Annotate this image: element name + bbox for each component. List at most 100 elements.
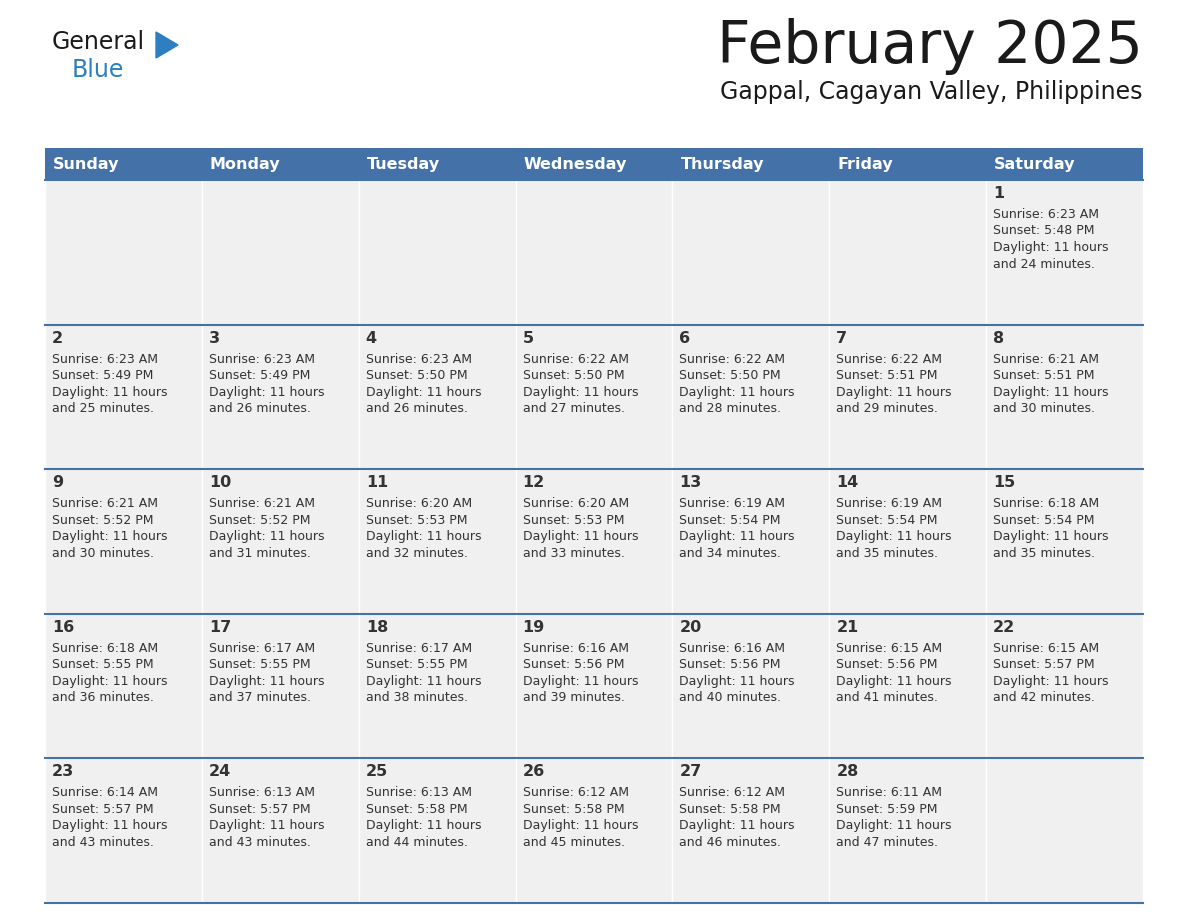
Text: Sunrise: 6:23 AM: Sunrise: 6:23 AM (993, 208, 1099, 221)
Text: Sunset: 5:58 PM: Sunset: 5:58 PM (366, 803, 467, 816)
Bar (359, 614, 516, 758)
Text: 28: 28 (836, 765, 859, 779)
Text: Sunrise: 6:16 AM: Sunrise: 6:16 AM (523, 642, 628, 655)
Text: Daylight: 11 hours: Daylight: 11 hours (836, 820, 952, 833)
Text: Wednesday: Wednesday (524, 156, 627, 172)
Bar (672, 758, 829, 903)
Text: Daylight: 11 hours: Daylight: 11 hours (366, 675, 481, 688)
Bar (359, 758, 516, 903)
Text: Sunset: 5:50 PM: Sunset: 5:50 PM (680, 369, 781, 382)
Bar (202, 614, 359, 758)
Text: Sunset: 5:51 PM: Sunset: 5:51 PM (836, 369, 937, 382)
Text: Sunset: 5:57 PM: Sunset: 5:57 PM (993, 658, 1095, 671)
Text: Sunrise: 6:20 AM: Sunrise: 6:20 AM (523, 498, 628, 510)
Text: and 26 minutes.: and 26 minutes. (366, 402, 468, 415)
Text: and 30 minutes.: and 30 minutes. (52, 547, 154, 560)
Text: 23: 23 (52, 765, 74, 779)
Text: Sunrise: 6:13 AM: Sunrise: 6:13 AM (366, 787, 472, 800)
Text: Sunrise: 6:22 AM: Sunrise: 6:22 AM (680, 353, 785, 365)
Text: Daylight: 11 hours: Daylight: 11 hours (209, 675, 324, 688)
Text: and 41 minutes.: and 41 minutes. (836, 691, 939, 704)
Text: Sunrise: 6:17 AM: Sunrise: 6:17 AM (209, 642, 315, 655)
Text: 17: 17 (209, 620, 232, 635)
Text: Daylight: 11 hours: Daylight: 11 hours (680, 675, 795, 688)
Text: 11: 11 (366, 476, 388, 490)
Text: Sunset: 5:56 PM: Sunset: 5:56 PM (680, 658, 781, 671)
Text: 8: 8 (993, 330, 1004, 345)
Bar (359, 325, 516, 469)
Bar (986, 614, 1143, 758)
Bar (359, 180, 516, 325)
Text: and 31 minutes.: and 31 minutes. (209, 547, 311, 560)
Text: Sunrise: 6:12 AM: Sunrise: 6:12 AM (523, 787, 628, 800)
Text: Sunset: 5:56 PM: Sunset: 5:56 PM (523, 658, 624, 671)
Text: Sunset: 5:53 PM: Sunset: 5:53 PM (366, 514, 467, 527)
Text: Daylight: 11 hours: Daylight: 11 hours (680, 820, 795, 833)
Text: General: General (52, 30, 145, 54)
Text: Sunset: 5:55 PM: Sunset: 5:55 PM (52, 658, 153, 671)
Text: 27: 27 (680, 765, 702, 779)
Text: Daylight: 11 hours: Daylight: 11 hours (523, 675, 638, 688)
Text: Daylight: 11 hours: Daylight: 11 hours (993, 386, 1108, 398)
Text: Daylight: 11 hours: Daylight: 11 hours (366, 531, 481, 543)
Text: Sunrise: 6:22 AM: Sunrise: 6:22 AM (836, 353, 942, 365)
Text: Sunset: 5:51 PM: Sunset: 5:51 PM (993, 369, 1094, 382)
Text: Sunset: 5:55 PM: Sunset: 5:55 PM (209, 658, 310, 671)
Text: Daylight: 11 hours: Daylight: 11 hours (52, 675, 168, 688)
Text: 10: 10 (209, 476, 232, 490)
Text: Sunrise: 6:23 AM: Sunrise: 6:23 AM (209, 353, 315, 365)
Text: Sunrise: 6:17 AM: Sunrise: 6:17 AM (366, 642, 472, 655)
Text: Sunset: 5:48 PM: Sunset: 5:48 PM (993, 225, 1094, 238)
Bar (986, 180, 1143, 325)
Bar (516, 180, 672, 325)
Text: Daylight: 11 hours: Daylight: 11 hours (209, 820, 324, 833)
Text: Sunset: 5:54 PM: Sunset: 5:54 PM (836, 514, 937, 527)
Text: 16: 16 (52, 620, 74, 635)
Text: Sunset: 5:58 PM: Sunset: 5:58 PM (523, 803, 624, 816)
Text: 5: 5 (523, 330, 533, 345)
Text: 12: 12 (523, 476, 545, 490)
Text: Sunset: 5:52 PM: Sunset: 5:52 PM (52, 514, 153, 527)
Text: 4: 4 (366, 330, 377, 345)
Text: Sunset: 5:56 PM: Sunset: 5:56 PM (836, 658, 937, 671)
Text: Sunrise: 6:20 AM: Sunrise: 6:20 AM (366, 498, 472, 510)
Bar (829, 148, 986, 180)
Text: Daylight: 11 hours: Daylight: 11 hours (993, 531, 1108, 543)
Text: Sunrise: 6:21 AM: Sunrise: 6:21 AM (209, 498, 315, 510)
Text: Blue: Blue (72, 58, 125, 82)
Text: Daylight: 11 hours: Daylight: 11 hours (680, 531, 795, 543)
Text: and 46 minutes.: and 46 minutes. (680, 836, 782, 849)
Text: and 43 minutes.: and 43 minutes. (52, 836, 154, 849)
Text: Daylight: 11 hours: Daylight: 11 hours (993, 241, 1108, 254)
Text: 19: 19 (523, 620, 545, 635)
Text: Sunset: 5:54 PM: Sunset: 5:54 PM (993, 514, 1094, 527)
Bar (672, 614, 829, 758)
Bar (45, 180, 202, 325)
Text: Thursday: Thursday (681, 156, 764, 172)
Bar (829, 614, 986, 758)
Text: and 47 minutes.: and 47 minutes. (836, 836, 939, 849)
Text: 2: 2 (52, 330, 63, 345)
Text: and 36 minutes.: and 36 minutes. (52, 691, 154, 704)
Bar (672, 180, 829, 325)
Bar (202, 469, 359, 614)
Text: and 39 minutes.: and 39 minutes. (523, 691, 625, 704)
Text: Daylight: 11 hours: Daylight: 11 hours (836, 675, 952, 688)
Text: Sunday: Sunday (53, 156, 120, 172)
Bar (986, 758, 1143, 903)
Text: Sunset: 5:49 PM: Sunset: 5:49 PM (52, 369, 153, 382)
Bar (45, 614, 202, 758)
Text: and 43 minutes.: and 43 minutes. (209, 836, 311, 849)
Text: 20: 20 (680, 620, 702, 635)
Bar (986, 469, 1143, 614)
Polygon shape (156, 32, 178, 58)
Text: Daylight: 11 hours: Daylight: 11 hours (366, 386, 481, 398)
Bar (672, 148, 829, 180)
Text: Daylight: 11 hours: Daylight: 11 hours (52, 820, 168, 833)
Text: Sunset: 5:57 PM: Sunset: 5:57 PM (52, 803, 153, 816)
Text: and 37 minutes.: and 37 minutes. (209, 691, 311, 704)
Bar (672, 325, 829, 469)
Bar (986, 148, 1143, 180)
Text: and 44 minutes.: and 44 minutes. (366, 836, 468, 849)
Bar (516, 614, 672, 758)
